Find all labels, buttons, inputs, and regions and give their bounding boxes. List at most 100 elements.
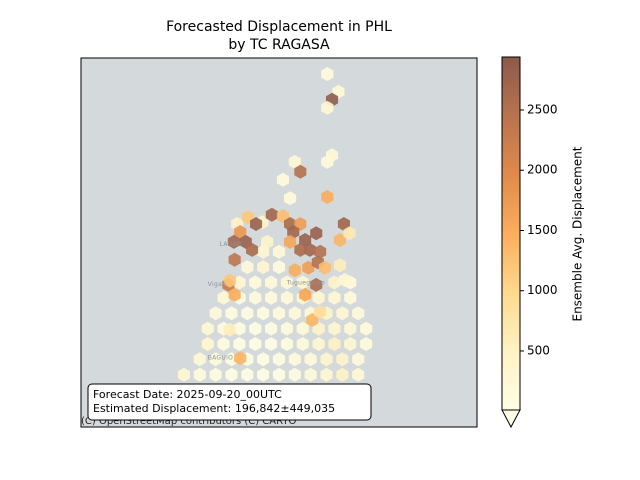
hexbin xyxy=(284,234,297,249)
hexbin xyxy=(320,352,333,367)
hexbin xyxy=(312,290,325,305)
hexbin xyxy=(265,290,278,305)
hexbin xyxy=(338,273,351,287)
colorbar-ticks: 500 1000 1500 2000 2500 xyxy=(520,103,558,357)
hexbin xyxy=(312,337,325,351)
title: Forecasted Displacement in PHL xyxy=(166,19,392,35)
hexbin xyxy=(299,287,312,302)
hexbin xyxy=(276,172,289,187)
hexbin xyxy=(288,367,301,382)
hexbin xyxy=(306,313,319,327)
hexbin xyxy=(223,273,236,288)
hexbin xyxy=(328,337,341,351)
map-frame xyxy=(80,57,478,428)
hexbin xyxy=(352,352,365,367)
hexbin xyxy=(233,321,246,336)
hexbin xyxy=(265,337,278,351)
subtitle: by TC RAGASA xyxy=(228,37,330,53)
hexbin xyxy=(288,263,301,278)
colorbar xyxy=(502,57,520,410)
hexbin xyxy=(225,306,238,321)
hexbin xyxy=(344,290,357,305)
hexbin xyxy=(241,306,254,321)
hexbin xyxy=(294,164,307,179)
hexbin xyxy=(314,244,327,259)
hexbin xyxy=(320,367,333,382)
hexbin xyxy=(201,321,214,336)
hexbin xyxy=(304,352,317,367)
hexbin xyxy=(343,226,356,241)
hexbin xyxy=(223,322,236,337)
hexbin xyxy=(337,217,350,231)
hexbin xyxy=(280,275,293,290)
hexbin xyxy=(257,352,270,367)
hexbin xyxy=(228,252,241,267)
hexbin xyxy=(318,260,331,275)
hexbin xyxy=(344,337,357,351)
tick-label: 2000 xyxy=(527,163,558,177)
tick-label: 2500 xyxy=(527,103,558,117)
hexbin xyxy=(249,275,262,290)
hexbin xyxy=(250,217,263,231)
hexbin xyxy=(225,367,238,382)
hexbin xyxy=(328,321,341,336)
hexbin xyxy=(201,337,214,351)
hexbin xyxy=(321,190,334,204)
hexbin xyxy=(272,244,286,259)
hexbin xyxy=(217,290,230,305)
hexbin xyxy=(265,207,278,222)
hexbin xyxy=(296,321,309,336)
hexbin xyxy=(352,306,365,321)
place-label: Tuguegarao xyxy=(286,280,325,287)
hexbin xyxy=(234,351,247,366)
hexbin xyxy=(246,242,259,257)
hexbin xyxy=(227,234,240,249)
hexbin xyxy=(360,337,373,351)
hexbin xyxy=(304,367,317,382)
hexbin xyxy=(333,258,346,273)
hexbin xyxy=(352,367,365,382)
annotation-box xyxy=(87,383,372,421)
tick-label: 1000 xyxy=(527,283,558,297)
hexbin xyxy=(217,337,230,351)
hexbin xyxy=(272,260,286,275)
hexbin xyxy=(303,242,316,257)
hexbin xyxy=(288,154,301,169)
hexbin xyxy=(299,233,312,247)
hexbin xyxy=(288,306,301,321)
hexbin xyxy=(333,233,346,247)
hexbin xyxy=(280,290,293,305)
hexbin xyxy=(310,226,323,241)
colorbar-frame xyxy=(501,56,521,411)
place-labels: LAOAG Vigan Tuguegarao BAGUIO xyxy=(208,241,325,362)
hexbin xyxy=(193,352,206,367)
hexbin xyxy=(261,234,274,249)
hexbin xyxy=(336,367,349,382)
place-label: LAOAG xyxy=(220,241,242,248)
hexbin xyxy=(296,275,309,290)
hexbin xyxy=(314,305,327,319)
hexbin xyxy=(228,287,241,302)
hexbin xyxy=(344,321,357,336)
hexbin xyxy=(233,275,246,290)
hexbin xyxy=(284,191,297,206)
annotation-line: Estimated Displacement: 196,842±449,035 xyxy=(93,402,335,415)
hexbin xyxy=(296,337,309,351)
hexbin xyxy=(272,306,286,321)
hexbin xyxy=(360,321,373,336)
hexbin xyxy=(328,290,341,305)
attribution: (C) OpenStreetMap contributors (C) CARTO xyxy=(81,416,296,427)
hexbin xyxy=(209,306,222,321)
hexbin xyxy=(265,321,278,336)
hexbin xyxy=(241,260,254,275)
hexbin xyxy=(272,367,286,382)
hexbin xyxy=(234,225,247,239)
hexbin xyxy=(336,352,349,367)
hexbin xyxy=(310,277,323,292)
hexbin xyxy=(265,275,278,290)
hexbin xyxy=(249,337,262,351)
hexbin xyxy=(257,260,270,275)
hexbin xyxy=(288,352,301,367)
place-label: BAGUIO xyxy=(208,355,233,362)
